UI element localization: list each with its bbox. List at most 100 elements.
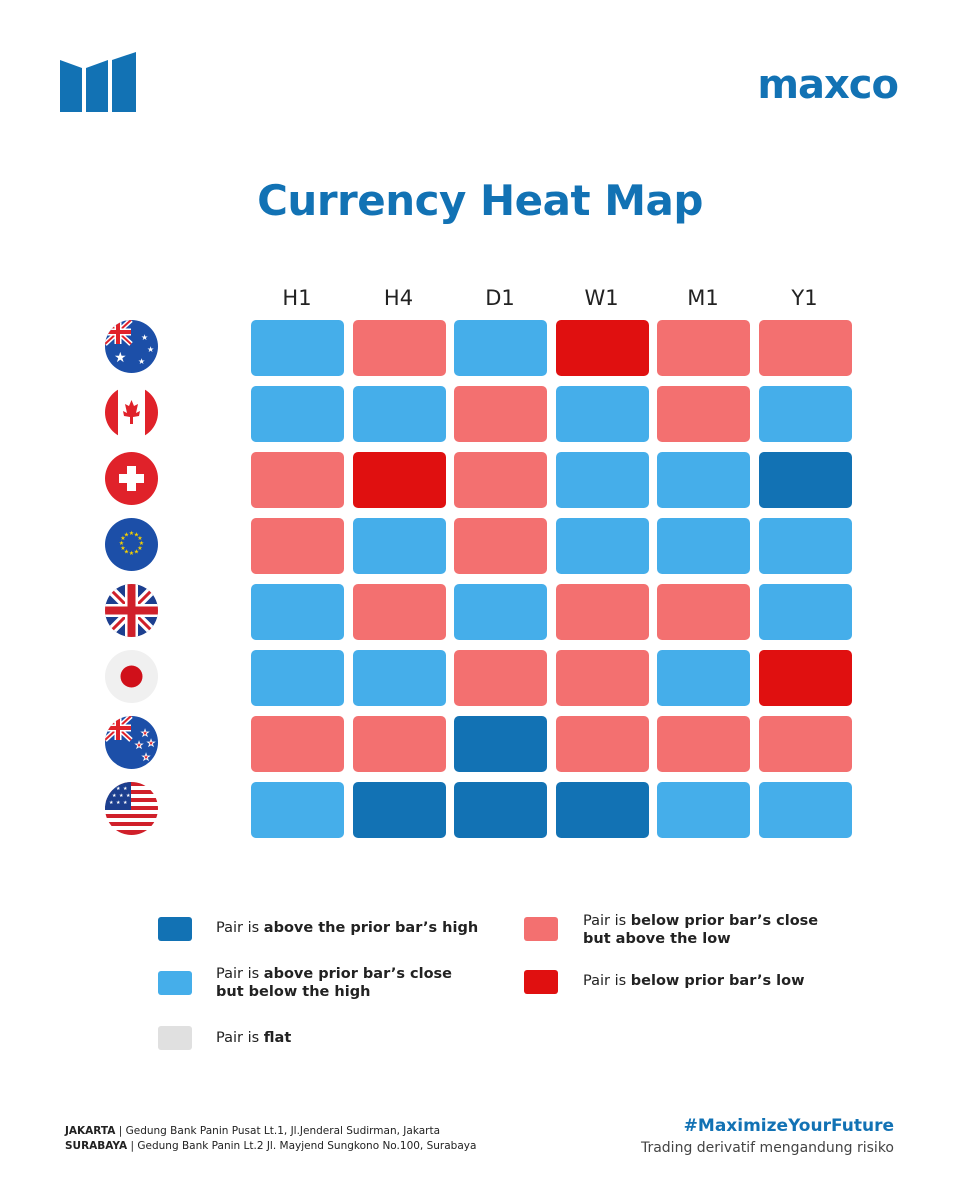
- heatmap-cell-chf-d1: [454, 452, 547, 508]
- svg-text:★: ★: [139, 540, 144, 547]
- uk-flag-icon: [105, 584, 158, 637]
- heatmap-cell-eur-w1: [555, 518, 649, 574]
- legend-label-above-high: Pair is above the prior bar’s high: [216, 920, 479, 936]
- svg-text:★: ★: [124, 532, 129, 539]
- heatmap-cell-eur-m1: [657, 518, 750, 574]
- heatmap-cell-gbp-h1: [251, 584, 344, 640]
- heatmap-cell-chf-m1: [657, 452, 750, 508]
- heatmap-cell-aud-w1: [555, 320, 649, 376]
- svg-text:★: ★: [134, 532, 139, 539]
- svg-text:★: ★: [119, 540, 124, 547]
- legend-label-below-close: Pair is below prior bar’s close but above…: [583, 913, 819, 947]
- heatmap-cell-aud-d1: [454, 320, 547, 376]
- svg-text:★: ★: [147, 345, 154, 354]
- legend-label-above-close: Pair is above prior bar’s close but below…: [216, 966, 453, 1000]
- svg-text:★: ★: [120, 535, 125, 542]
- svg-text:★: ★: [116, 800, 121, 806]
- office-addresses: JAKARTA | Gedung Bank Panin Pusat Lt.1, …: [65, 1124, 476, 1154]
- legend-label-flat: Pair is flat: [216, 1030, 292, 1046]
- heatmap-cell-nzd-m1: [657, 716, 750, 772]
- page-title: Currency Heat Map: [257, 176, 703, 225]
- heatmap-cell-eur-d1: [454, 518, 547, 574]
- legend-swatch-above-high: [158, 917, 192, 941]
- eu-flag-icon: ★ ★ ★ ★ ★ ★ ★ ★ ★ ★ ★ ★: [105, 518, 158, 571]
- legend-label-below-low: Pair is below prior bar’s low: [583, 973, 805, 989]
- svg-text:★: ★: [114, 350, 127, 366]
- svg-text:★: ★: [116, 786, 121, 792]
- svg-text:★: ★: [123, 786, 128, 792]
- column-header-d1: D1: [485, 286, 515, 310]
- jakarta-address: JAKARTA | Gedung Bank Panin Pusat Lt.1, …: [65, 1125, 441, 1137]
- svg-text:★: ★: [129, 530, 134, 537]
- heatmap-cell-chf-h4: [352, 452, 446, 508]
- heatmap-cell-nzd-h4: [352, 716, 446, 772]
- heatmap-cell-gbp-y1: [758, 584, 852, 640]
- heatmap-cell-nzd-w1: [555, 716, 649, 772]
- new-zealand-flag-icon: ★ ★ ★ ★: [105, 716, 158, 769]
- heatmap-cell-jpy-d1: [454, 650, 547, 706]
- heatmap-cell-aud-y1: [758, 320, 852, 376]
- heatmap-cell-jpy-w1: [555, 650, 649, 706]
- heatmap-cell-jpy-y1: [758, 650, 852, 706]
- brand-wordmark: maxco: [757, 62, 899, 108]
- switzerland-flag-icon: [105, 452, 158, 505]
- svg-text:★: ★: [119, 793, 124, 799]
- heatmap-cell-usd-h1: [251, 782, 344, 838]
- svg-text:★: ★: [141, 333, 148, 342]
- heatmap-cell-cad-h4: [352, 386, 446, 442]
- svg-text:★: ★: [120, 545, 125, 552]
- svg-text:★: ★: [137, 545, 142, 552]
- heatmap-cell-eur-h4: [352, 518, 446, 574]
- svg-text:★: ★: [134, 549, 139, 556]
- heatmap-cell-cad-m1: [657, 386, 750, 442]
- heatmap-cell-gbp-d1: [454, 584, 547, 640]
- heatmap-cell-nzd-h1: [251, 716, 344, 772]
- usa-flag-icon: ★ ★ ★ ★ ★ ★ ★ ★ ★: [105, 782, 158, 835]
- heatmap-cell-nzd-y1: [758, 716, 852, 772]
- heatmap-cell-eur-h1: [251, 518, 344, 574]
- svg-text:★: ★: [112, 793, 117, 799]
- svg-text:★: ★: [129, 550, 134, 557]
- legend-swatch-below-close: [524, 917, 558, 941]
- surabaya-address: SURABAYA | Gedung Bank Panin Lt.2 Jl. Ma…: [65, 1140, 477, 1152]
- maxco-logo-mark-icon: [60, 52, 136, 112]
- heatmap-cell-usd-h4: [352, 782, 446, 838]
- hashtag: #MaximizeYourFuture: [683, 1116, 894, 1136]
- heatmap-cell-cad-y1: [758, 386, 852, 442]
- heatmap-cell-aud-h1: [251, 320, 344, 376]
- legend-swatch-flat: [158, 1026, 192, 1050]
- legend-swatch-above-close: [158, 971, 192, 995]
- heatmap-cell-gbp-m1: [657, 584, 750, 640]
- column-header-h4: H4: [383, 286, 414, 310]
- heatmap-cell-aud-h4: [352, 320, 446, 376]
- svg-text:★: ★: [109, 786, 114, 792]
- heatmap-cell-chf-y1: [758, 452, 852, 508]
- risk-disclaimer: Trading derivatif mengandung risiko: [640, 1140, 894, 1156]
- heatmap-cell-chf-h1: [251, 452, 344, 508]
- heatmap-cell-chf-w1: [555, 452, 649, 508]
- heatmap-cell-usd-w1: [555, 782, 649, 838]
- svg-text:★: ★: [123, 800, 128, 806]
- svg-text:★: ★: [141, 729, 149, 739]
- svg-text:★: ★: [126, 793, 131, 799]
- svg-text:★: ★: [109, 800, 114, 806]
- heatmap-cell-jpy-h4: [352, 650, 446, 706]
- heatmap-cell-eur-y1: [758, 518, 852, 574]
- svg-text:★: ★: [124, 549, 129, 556]
- heatmap-cell-jpy-h1: [251, 650, 344, 706]
- svg-text:★: ★: [138, 357, 145, 366]
- heatmap-cell-cad-w1: [555, 386, 649, 442]
- column-header-y1: Y1: [791, 286, 818, 310]
- column-header-w1: W1: [584, 286, 619, 310]
- heatmap-cell-cad-h1: [251, 386, 344, 442]
- heatmap-cell-nzd-d1: [454, 716, 547, 772]
- svg-text:★: ★: [137, 535, 142, 542]
- australia-flag-icon: ★ ★ ★ ★: [105, 320, 158, 373]
- heatmap-cell-usd-d1: [454, 782, 547, 838]
- heatmap-cell-aud-m1: [657, 320, 750, 376]
- heatmap-cell-gbp-w1: [555, 584, 649, 640]
- canada-flag-icon: [105, 386, 158, 439]
- heatmap-cell-gbp-h4: [352, 584, 446, 640]
- svg-text:★: ★: [147, 739, 155, 749]
- heatmap-cell-usd-m1: [657, 782, 750, 838]
